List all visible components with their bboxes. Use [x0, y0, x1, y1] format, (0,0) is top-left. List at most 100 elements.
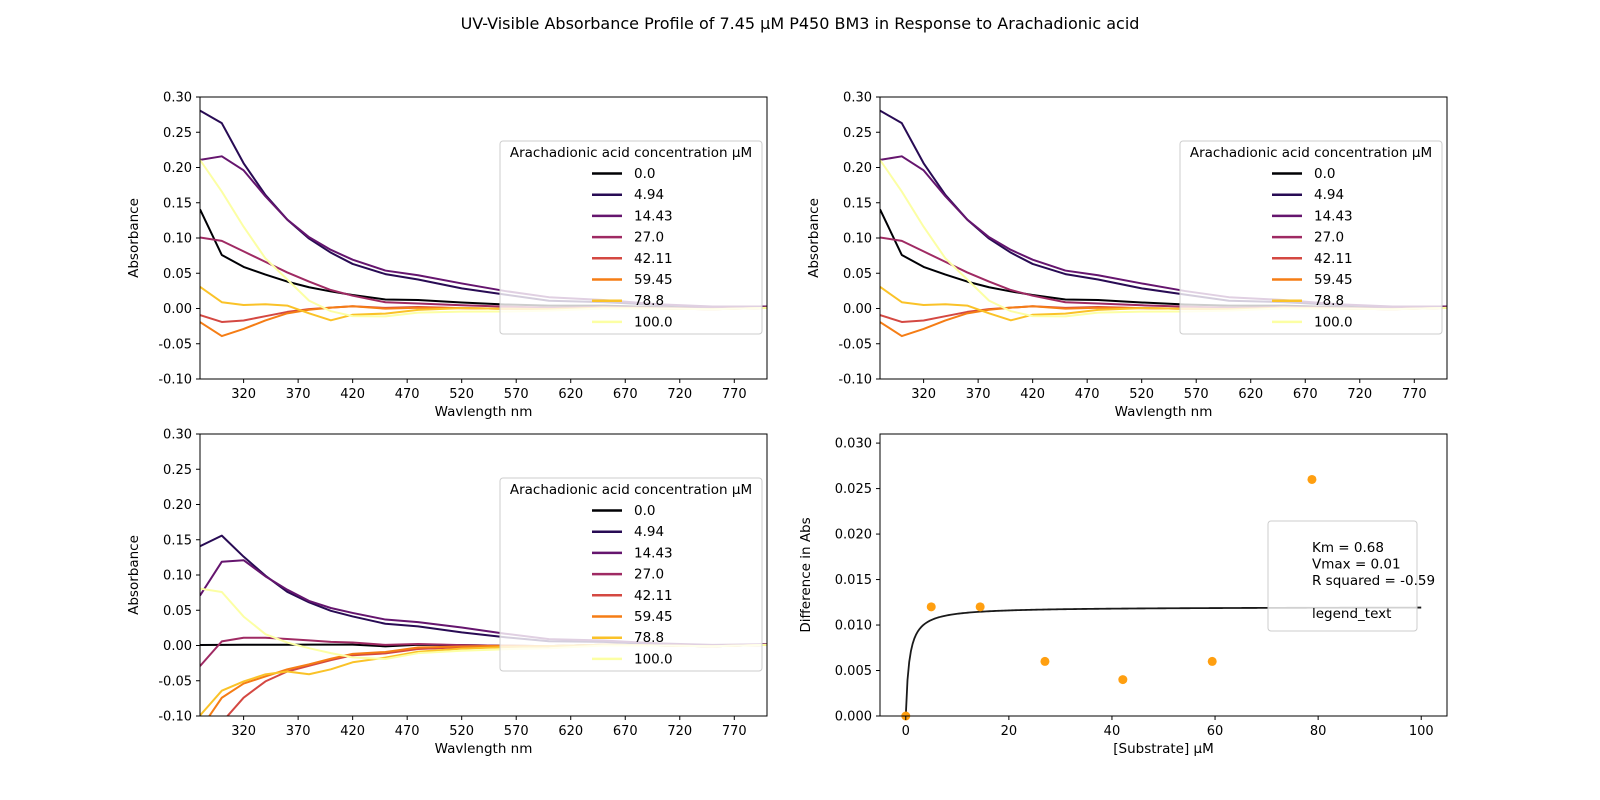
- y-tick-label: -0.10: [158, 710, 192, 725]
- legend-label: 59.45: [1314, 272, 1353, 288]
- legend-label: 14.43: [1314, 208, 1353, 224]
- y-tick-label: 0.25: [163, 126, 192, 141]
- legend-label: 27.0: [1314, 230, 1344, 246]
- axes-frame: [879, 433, 1448, 717]
- x-tick-label: 720: [667, 387, 692, 402]
- y-tick-label: 0.020: [835, 528, 872, 543]
- y-tick-label: 0.20: [843, 161, 872, 176]
- scatter-point: [926, 602, 936, 612]
- legend-label: 4.94: [634, 187, 664, 203]
- x-tick-label: 420: [340, 724, 365, 739]
- y-tick-label: 0.030: [835, 437, 872, 452]
- legend-label: 0.0: [634, 166, 655, 182]
- y-axis-label: Absorbance: [126, 198, 142, 278]
- x-tick-label: 520: [449, 724, 474, 739]
- scatter-point: [1207, 656, 1217, 666]
- x-tick-label: 570: [504, 724, 529, 739]
- legend-label: 100.0: [634, 314, 673, 330]
- x-tick-label: 80: [1310, 724, 1327, 739]
- y-tick-label: 0.10: [163, 569, 192, 584]
- x-tick-label: 670: [613, 724, 638, 739]
- scatter-point: [1307, 474, 1317, 484]
- legend-label: 78.8: [634, 630, 664, 646]
- x-axis-label: [Substrate] µM: [1113, 741, 1214, 757]
- x-tick-label: 320: [231, 387, 256, 402]
- x-tick-label: 470: [1075, 387, 1100, 402]
- y-tick-label: -0.05: [158, 337, 192, 352]
- x-tick-label: 570: [504, 387, 529, 402]
- x-tick-label: 420: [340, 387, 365, 402]
- legend-label: 27.0: [634, 567, 664, 583]
- y-tick-label: 0.30: [163, 91, 192, 106]
- x-tick-label: 620: [558, 724, 583, 739]
- x-tick-label: 620: [558, 387, 583, 402]
- x-tick-label: 370: [966, 387, 991, 402]
- y-tick-label: 0.015: [835, 573, 872, 588]
- legend-label: 42.11: [634, 588, 673, 604]
- legend-title: Arachadionic acid concentration µM: [510, 145, 752, 161]
- x-tick-label: 420: [1020, 387, 1045, 402]
- legend-label: 100.0: [634, 651, 673, 667]
- y-tick-label: 0.15: [843, 196, 872, 211]
- legend-text: R squared = -0.59: [1312, 573, 1435, 589]
- panel-top-left: 320 370 420 470 520 570 620 670 720 770 -0.10 -0.05…: [126, 91, 768, 420]
- legend-text: Vmax = 0.01: [1312, 557, 1401, 573]
- legend-box: [1267, 520, 1418, 632]
- legend-label: 42.11: [1314, 251, 1353, 267]
- panel-top-right: 320 370 420 470 520 570 620 670 720 770 -0.10 -0.05…: [806, 91, 1448, 420]
- x-tick-label: 370: [286, 724, 311, 739]
- x-tick-label: 770: [1402, 387, 1427, 402]
- x-tick-label: 570: [1184, 387, 1209, 402]
- y-tick-label: 0.30: [843, 91, 872, 106]
- x-axis-label: Wavlength nm: [1115, 404, 1213, 420]
- x-axis-label: Wavlength nm: [435, 741, 533, 757]
- legend-label: 14.43: [634, 208, 673, 224]
- legend-label: 0.0: [1314, 166, 1335, 182]
- y-tick-label: 0.00: [163, 302, 192, 317]
- x-tick-label: 770: [722, 387, 747, 402]
- legend-label: 78.8: [1314, 293, 1344, 309]
- legend-label: 4.94: [634, 524, 664, 540]
- panel-bottom-right: 0 20 40 60 80 100 0.000 0.005 0.010 0.015 0.020 0.0…: [798, 433, 1448, 757]
- legend-label: 59.45: [634, 609, 673, 625]
- legend-title: Arachadionic acid concentration µM: [1190, 145, 1432, 161]
- x-tick-label: 670: [1293, 387, 1318, 402]
- y-tick-label: 0.10: [163, 232, 192, 247]
- y-tick-label: 0.00: [843, 302, 872, 317]
- legend-label: 59.45: [634, 272, 673, 288]
- y-tick-label: 0.15: [163, 533, 192, 548]
- y-tick-label: 0.00: [163, 639, 192, 654]
- x-tick-label: 0: [902, 724, 910, 739]
- y-tick-label: 0.15: [163, 196, 192, 211]
- y-tick-label: 0.20: [163, 498, 192, 513]
- x-tick-label: 520: [1129, 387, 1154, 402]
- y-tick-label: 0.20: [163, 161, 192, 176]
- scatter-point: [1040, 656, 1050, 666]
- y-tick-label: 0.30: [163, 428, 192, 443]
- x-tick-label: 520: [449, 387, 474, 402]
- y-axis-label: Absorbance: [126, 535, 142, 615]
- legend-box: [499, 140, 763, 335]
- legend-text: Km = 0.68: [1312, 540, 1384, 556]
- x-tick-label: 770: [722, 724, 747, 739]
- legend-label: 14.43: [634, 545, 673, 561]
- x-tick-label: 20: [1001, 724, 1018, 739]
- x-tick-label: 720: [1347, 387, 1372, 402]
- scatter-point: [1118, 675, 1128, 685]
- legend-label: 100.0: [1314, 314, 1353, 330]
- scatter-point: [975, 602, 985, 612]
- x-tick-label: 370: [286, 387, 311, 402]
- x-tick-label: 470: [395, 387, 420, 402]
- x-tick-label: 620: [1238, 387, 1263, 402]
- y-tick-label: -0.05: [838, 337, 872, 352]
- legend-box: [499, 477, 763, 672]
- x-axis-label: Wavlength nm: [435, 404, 533, 420]
- legend-label: 0.0: [634, 503, 655, 519]
- x-tick-label: 720: [667, 724, 692, 739]
- y-tick-label: -0.10: [158, 373, 192, 388]
- x-tick-label: 60: [1207, 724, 1224, 739]
- x-tick-label: 670: [613, 387, 638, 402]
- legend-text: legend_text: [1312, 606, 1391, 622]
- y-tick-label: 0.010: [835, 619, 872, 634]
- y-tick-label: 0.25: [843, 126, 872, 141]
